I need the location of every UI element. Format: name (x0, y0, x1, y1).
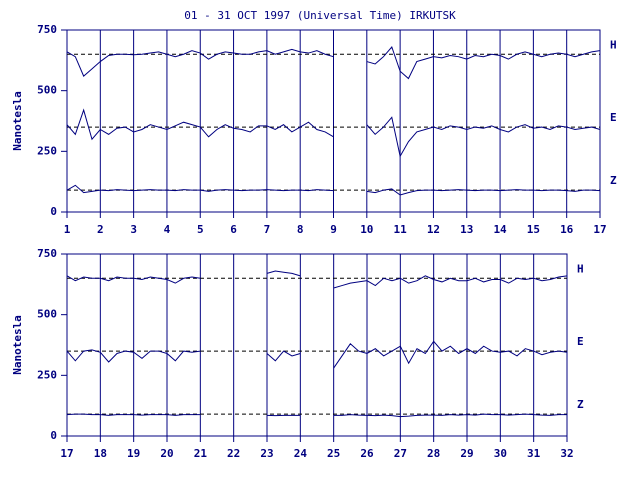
x-tick-label: 32 (560, 447, 573, 460)
x-tick-label: 1 (64, 223, 71, 236)
y-tick-label: 250 (37, 144, 57, 157)
series-label: Z (610, 174, 617, 187)
x-tick-label: 17 (60, 447, 73, 460)
series-label: Z (577, 398, 584, 411)
x-tick-label: 11 (394, 223, 408, 236)
series-line (66, 413, 567, 418)
x-tick-label: 27 (394, 447, 407, 460)
series-line (66, 108, 601, 158)
x-tick-label: 29 (460, 447, 473, 460)
series-line (66, 184, 601, 196)
x-tick-label: 30 (494, 447, 507, 460)
x-tick-label: 7 (264, 223, 271, 236)
y-tick-label: 250 (37, 368, 57, 381)
x-tick-label: 6 (230, 223, 237, 236)
x-tick-label: 19 (127, 447, 140, 460)
x-tick-label: 5 (197, 223, 204, 236)
x-tick-label: 13 (460, 223, 473, 236)
x-tick-label: 26 (360, 447, 374, 460)
x-tick-label: 8 (297, 223, 304, 236)
y-tick-label: 750 (37, 247, 57, 260)
series-label: E (577, 335, 584, 348)
y-axis-label: Nanotesla (11, 315, 24, 375)
x-tick-label: 9 (330, 223, 337, 236)
y-tick-label: 500 (37, 308, 57, 321)
series-label: H (577, 262, 584, 275)
x-tick-label: 2 (97, 223, 104, 236)
plot-frame (66, 253, 568, 437)
series-line (66, 340, 568, 369)
y-axis-label: Nanotesla (11, 91, 24, 151)
x-tick-label: 31 (527, 447, 541, 460)
x-tick-label: 24 (294, 447, 308, 460)
series-line (66, 270, 568, 289)
series-label: H (610, 38, 617, 51)
y-tick-label: 0 (50, 429, 57, 442)
x-tick-label: 21 (194, 447, 208, 460)
x-tick-label: 10 (360, 223, 373, 236)
x-tick-label: 4 (164, 223, 171, 236)
series-label: E (610, 111, 617, 124)
x-tick-label: 22 (227, 447, 240, 460)
x-tick-label: 28 (427, 447, 440, 460)
x-tick-label: 23 (260, 447, 273, 460)
x-tick-label: 18 (94, 447, 107, 460)
x-tick-label: 14 (493, 223, 507, 236)
chart-title: 01 - 31 OCT 1997 (Universal Time) IRKUTS… (184, 9, 456, 22)
y-tick-label: 750 (37, 23, 57, 36)
y-tick-label: 0 (50, 205, 57, 218)
x-tick-label: 25 (327, 447, 340, 460)
series-line (66, 46, 601, 80)
x-tick-label: 16 (560, 223, 574, 236)
y-tick-label: 500 (37, 84, 57, 97)
x-tick-label: 15 (527, 223, 540, 236)
x-tick-label: 17 (593, 223, 606, 236)
x-tick-label: 20 (160, 447, 173, 460)
x-tick-label: 12 (427, 223, 440, 236)
x-tick-label: 3 (130, 223, 137, 236)
